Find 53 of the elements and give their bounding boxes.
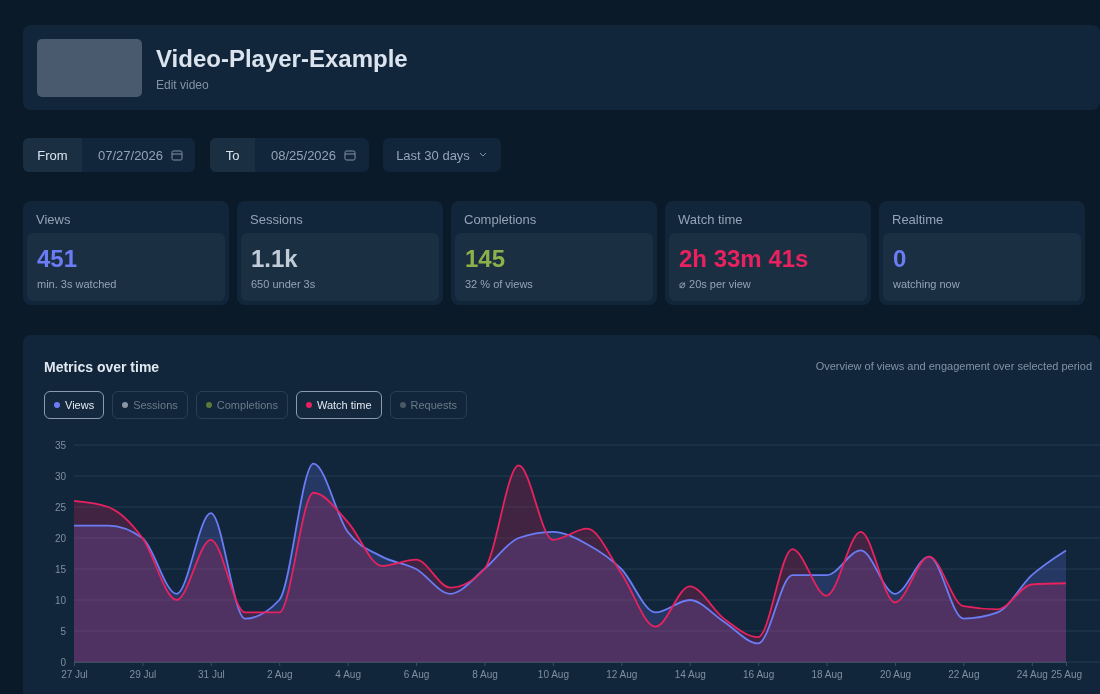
legend-label: Watch time — [316, 399, 372, 411]
x-tick-label: 31 Jul — [197, 669, 225, 681]
y-tick-label: 10 — [54, 594, 67, 606]
x-tick-label: 20 Aug — [879, 669, 912, 681]
text: Sessions — [250, 212, 303, 227]
text: Realtime — [892, 212, 944, 227]
x-tick-label: 16 Aug — [743, 669, 775, 681]
x-tick-label: 6 Aug — [403, 669, 430, 681]
y-tick-label: 35 — [54, 439, 67, 451]
y-tick-label: 20 — [54, 532, 67, 544]
y-tick-label: 25 — [54, 501, 67, 513]
text: 145 — [465, 245, 506, 273]
legend-label: Views — [65, 399, 95, 411]
x-tick-label: 4 Aug — [335, 669, 361, 681]
text: watching now — [893, 278, 960, 290]
text: 650 under 3s — [251, 278, 316, 290]
text: 451 — [37, 245, 78, 273]
x-tick-label: 12 Aug — [606, 669, 638, 681]
y-tick-label: 0 — [60, 656, 67, 668]
text: Last 30 days — [396, 147, 470, 163]
text: 1.1k — [251, 245, 298, 273]
text: ⌀ 20s per view — [679, 278, 751, 291]
x-tick-label: 2 Aug — [266, 669, 293, 681]
x-tick-label: 29 Jul — [129, 669, 157, 681]
y-tick-label: 15 — [54, 563, 67, 575]
chart-subtitle: Overview of views and engagement over selected period — [815, 360, 1092, 372]
chart-title: Metrics over time — [44, 359, 160, 375]
text: Watch time — [678, 212, 743, 227]
y-tick-label: 30 — [54, 470, 67, 482]
x-tick-label: 8 Aug — [472, 669, 498, 681]
x-tick-label: 10 Aug — [537, 669, 569, 681]
x-tick-label: 27 Jul — [61, 669, 88, 681]
text: To — [210, 138, 255, 172]
text: Completions — [216, 399, 278, 411]
text: Completions — [464, 212, 537, 227]
x-tick-label: 25 Aug — [1050, 669, 1083, 681]
x-tick-label: 14 Aug — [674, 669, 706, 681]
y-tick-label: 5 — [60, 625, 67, 637]
x-tick-label: 18 Aug — [811, 669, 843, 681]
text: Views — [36, 212, 71, 227]
text: 0 — [893, 245, 907, 273]
text: From — [23, 138, 82, 172]
x-tick-label: 24 Aug — [1016, 669, 1048, 681]
text: 07/27/2026 — [98, 147, 164, 163]
text: Video-Player-Example — [156, 45, 408, 73]
text: 32 % of views — [465, 278, 533, 290]
text: 2h 33m 41s — [679, 245, 809, 273]
text: Sessions — [133, 399, 178, 411]
text: Edit video — [156, 78, 209, 92]
text: 08/25/2026 — [271, 147, 337, 163]
text: Requests — [410, 399, 458, 411]
x-tick-label: 22 Aug — [948, 669, 980, 681]
text: min. 3s watched — [37, 278, 117, 290]
